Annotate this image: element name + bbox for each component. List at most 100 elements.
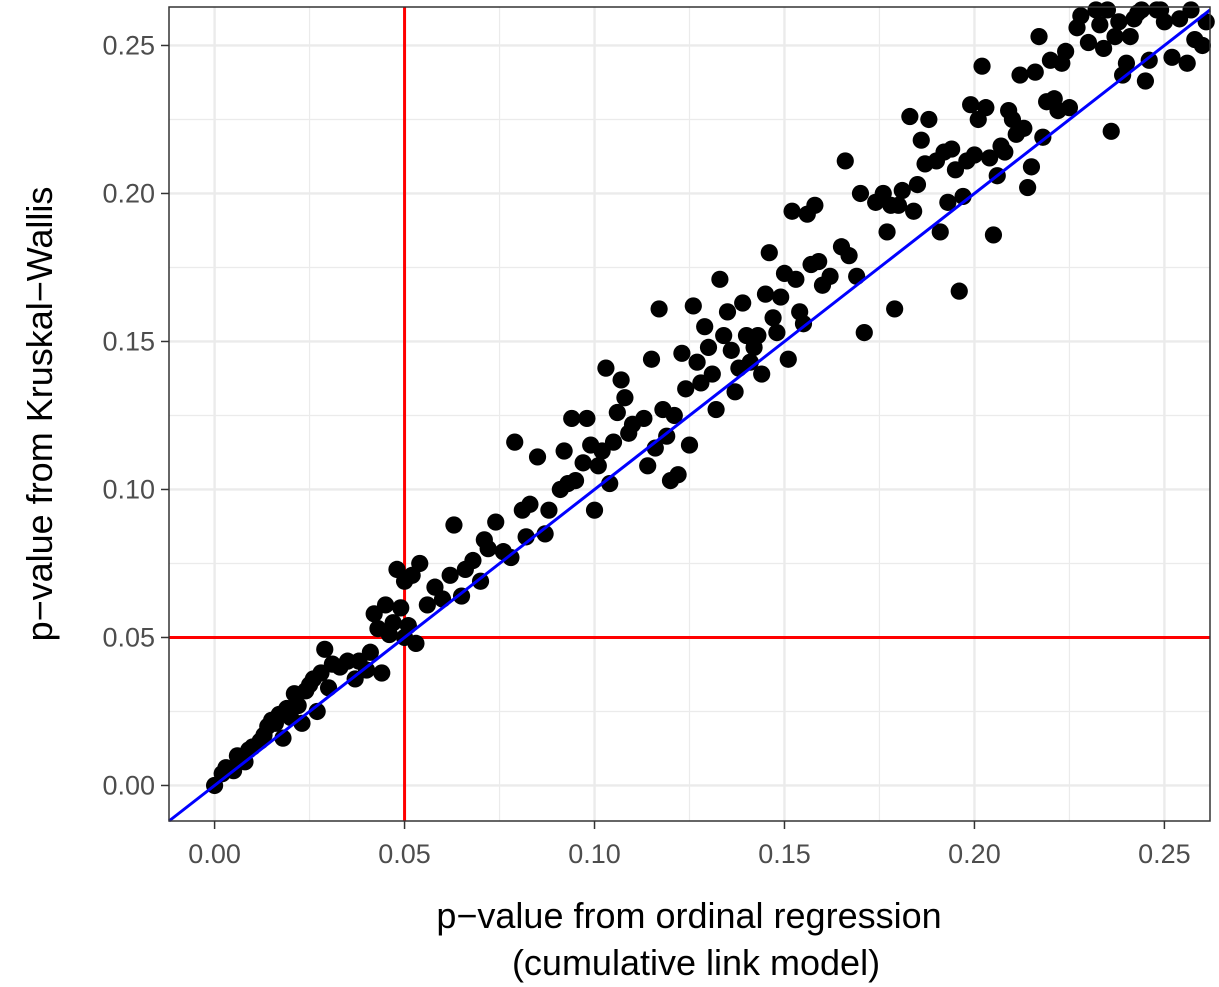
data-point bbox=[806, 196, 824, 214]
data-point bbox=[855, 324, 873, 342]
data-point bbox=[1117, 54, 1136, 72]
data-point bbox=[1136, 72, 1155, 90]
data-point bbox=[984, 226, 1003, 244]
data-point bbox=[441, 566, 459, 584]
data-point bbox=[1098, 1, 1117, 19]
data-point bbox=[1057, 42, 1075, 61]
data-point bbox=[673, 344, 691, 362]
x-tick-label: 0.25 bbox=[1138, 839, 1191, 869]
data-point bbox=[574, 454, 592, 472]
data-point bbox=[939, 193, 957, 211]
data-point bbox=[411, 554, 429, 573]
data-point bbox=[734, 294, 752, 312]
data-point bbox=[878, 223, 896, 241]
data-point bbox=[851, 184, 870, 203]
data-point bbox=[703, 365, 721, 383]
data-point bbox=[707, 400, 725, 419]
y-tick-label: 0.20 bbox=[102, 178, 155, 208]
data-point bbox=[585, 501, 604, 519]
data-point bbox=[836, 152, 854, 170]
data-point bbox=[1182, 1, 1200, 19]
data-point bbox=[407, 634, 425, 653]
data-point bbox=[973, 57, 991, 75]
y-tick-label: 0.10 bbox=[102, 474, 155, 504]
x-axis-title-line-2: (cumulative link model) bbox=[512, 942, 880, 983]
data-point bbox=[1034, 128, 1052, 146]
data-point bbox=[981, 149, 999, 167]
data-point bbox=[471, 572, 490, 590]
data-point bbox=[1121, 27, 1139, 46]
data-point bbox=[528, 448, 547, 466]
x-tick-label: 0.15 bbox=[758, 839, 811, 869]
data-point bbox=[1152, 1, 1170, 19]
data-points bbox=[205, 1, 1215, 795]
data-point bbox=[1102, 122, 1120, 140]
y-tick-label: 0.05 bbox=[102, 622, 155, 652]
data-point bbox=[996, 143, 1014, 161]
data-point bbox=[810, 252, 828, 271]
data-point bbox=[392, 599, 410, 617]
data-point bbox=[650, 300, 668, 318]
data-point bbox=[962, 96, 980, 114]
data-point bbox=[821, 267, 839, 285]
data-point bbox=[452, 587, 471, 605]
data-point bbox=[1110, 13, 1128, 31]
data-point bbox=[604, 433, 623, 451]
data-point bbox=[376, 596, 395, 614]
data-point bbox=[715, 326, 733, 345]
data-point bbox=[384, 614, 402, 632]
data-point bbox=[722, 341, 740, 359]
data-point bbox=[1015, 119, 1033, 137]
data-point bbox=[726, 383, 744, 401]
data-point bbox=[566, 472, 585, 490]
data-point bbox=[578, 409, 596, 428]
data-point bbox=[680, 436, 699, 454]
data-point bbox=[688, 353, 706, 371]
data-point bbox=[965, 146, 984, 164]
data-point bbox=[563, 409, 581, 428]
data-point bbox=[502, 548, 520, 567]
data-point bbox=[555, 442, 573, 460]
y-tick-label: 0.15 bbox=[102, 326, 155, 356]
data-point bbox=[756, 285, 775, 303]
data-point bbox=[783, 202, 801, 220]
data-point bbox=[289, 696, 307, 715]
data-point bbox=[950, 282, 968, 300]
y-axis-title: p−value from Kruskal−Wallis bbox=[19, 187, 60, 642]
data-point bbox=[361, 643, 379, 661]
identity-line-group bbox=[168, 8, 1211, 823]
data-point bbox=[506, 433, 524, 451]
data-point bbox=[905, 202, 923, 220]
data-point bbox=[931, 223, 949, 241]
data-point bbox=[669, 466, 687, 484]
data-point bbox=[886, 300, 904, 318]
data-point bbox=[612, 371, 630, 389]
data-point bbox=[487, 513, 505, 531]
data-point bbox=[1095, 39, 1113, 58]
y-axis-ticks: 0.00 0.05 0.10 0.15 0.20 0.25 bbox=[102, 30, 169, 800]
data-point bbox=[1091, 16, 1109, 34]
data-point bbox=[479, 540, 497, 558]
data-point bbox=[753, 365, 771, 383]
y-tick-label: 0.00 bbox=[102, 770, 155, 800]
data-point bbox=[912, 131, 930, 149]
data-point bbox=[840, 247, 858, 265]
data-point bbox=[1133, 1, 1151, 19]
data-point bbox=[1011, 66, 1029, 84]
data-point bbox=[1019, 178, 1037, 197]
data-point bbox=[373, 664, 391, 682]
data-point bbox=[418, 596, 436, 614]
data-point bbox=[658, 427, 676, 445]
data-point bbox=[464, 551, 482, 570]
data-point bbox=[901, 107, 919, 126]
minor-gridlines bbox=[169, 7, 1210, 821]
data-point bbox=[521, 495, 539, 513]
y-tick-label: 0.25 bbox=[102, 30, 155, 60]
data-point bbox=[597, 359, 615, 377]
x-axis-title-line-1: p−value from ordinal regression bbox=[436, 895, 941, 936]
data-point bbox=[642, 350, 661, 368]
data-point bbox=[749, 326, 767, 345]
data-point bbox=[1026, 63, 1044, 81]
data-point bbox=[1079, 33, 1098, 52]
